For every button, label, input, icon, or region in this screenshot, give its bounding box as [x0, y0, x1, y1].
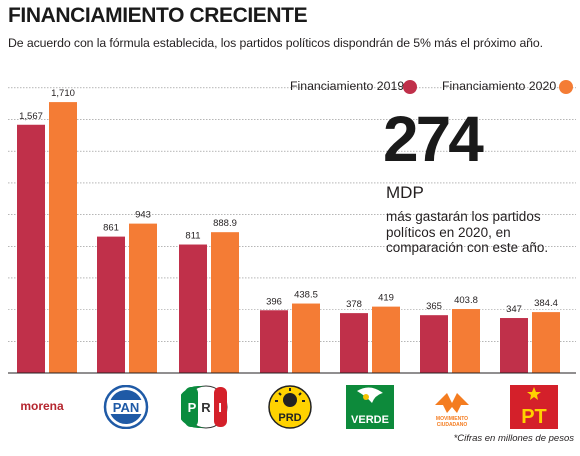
pan-logo-band — [109, 400, 143, 414]
logo-morena: morena — [17, 385, 67, 429]
chart-title: FINANCIAMIENTO CRECIENTE — [8, 4, 308, 27]
prd-logo-text: PRD — [278, 412, 301, 424]
verde-logo-text: VERDE — [351, 414, 389, 426]
pri-logo-letter-r: R — [201, 400, 211, 415]
data-label-2019: 811 — [185, 231, 200, 242]
callout-number: 274 — [383, 103, 484, 175]
bar-2019 — [500, 318, 528, 373]
logo-prd: PRD — [265, 385, 315, 429]
bar-2020 — [532, 312, 560, 373]
bar-2019 — [260, 310, 288, 373]
bar-2020 — [211, 232, 239, 373]
data-label-2019: 347 — [506, 304, 522, 315]
legend-swatch-2019 — [403, 80, 417, 94]
mc-logo-text-2: CIUDADANO — [437, 422, 468, 428]
bar-2019 — [97, 236, 125, 373]
logo-pan: PAN — [101, 384, 151, 430]
pri-logo-letter-i: I — [218, 400, 222, 415]
data-label-2020: 438.5 — [294, 290, 318, 301]
data-label-2020: 384.4 — [534, 298, 558, 309]
bar-2020 — [292, 303, 320, 373]
logo-pri: P R I — [177, 385, 231, 429]
data-label-2020: 1,710 — [51, 88, 75, 99]
bar-2020 — [129, 223, 157, 373]
pri-logo-green-band — [185, 387, 198, 427]
footnote: *Cifras en millones de pesos — [453, 433, 574, 444]
bar-2020 — [49, 102, 77, 373]
bar-2019 — [420, 315, 448, 373]
verde-logo-toucan — [357, 387, 383, 403]
prd-logo-rays — [275, 388, 305, 402]
callout-text: más gastarán los partidos políticos en 2… — [386, 209, 549, 255]
morena-logo-text: morena — [20, 399, 64, 413]
data-label-2019: 1,567 — [19, 111, 43, 122]
data-label-2019: 365 — [426, 301, 442, 312]
callout-unit: MDP — [386, 183, 424, 202]
mc-logo-eagle — [435, 393, 469, 413]
logo-pt: PT — [509, 385, 559, 429]
data-label-2019: 396 — [266, 296, 282, 307]
data-label-2020: 888.9 — [213, 218, 237, 229]
data-label-2020: 403.8 — [454, 295, 478, 306]
pt-logo-star — [527, 387, 541, 400]
pri-logo-letter-p: P — [188, 400, 197, 415]
data-label-2019: 378 — [346, 299, 362, 310]
legend-swatch-2020 — [559, 80, 573, 94]
pri-logo-green — [177, 386, 206, 428]
bar-2019 — [340, 313, 368, 373]
bar-2020 — [372, 306, 400, 373]
bar-2020 — [452, 309, 480, 373]
mc-logo-text-1: MOVIMIENTO — [436, 416, 468, 422]
data-label-2020: 419 — [378, 293, 394, 304]
legend-label-2020: Financiamiento 2020 — [442, 79, 557, 93]
data-label-2019: 861 — [103, 223, 119, 234]
logo-verde: VERDE — [345, 385, 395, 429]
prd-logo-sun — [283, 393, 297, 407]
data-label-2020: 943 — [135, 210, 151, 221]
logo-movimiento-ciudadano: MOVIMIENTO CIUDADANO — [427, 385, 477, 429]
chart-subtitle: De acuerdo con la fórmula establecida, l… — [8, 36, 543, 50]
pri-logo-red-band — [214, 387, 227, 427]
pan-logo-text: PAN — [113, 400, 139, 415]
pt-logo-text: PT — [521, 406, 547, 428]
legend-label-2019: Financiamiento 2019 — [290, 79, 405, 93]
bar-2019 — [17, 124, 45, 373]
bar-2019 — [179, 244, 207, 373]
